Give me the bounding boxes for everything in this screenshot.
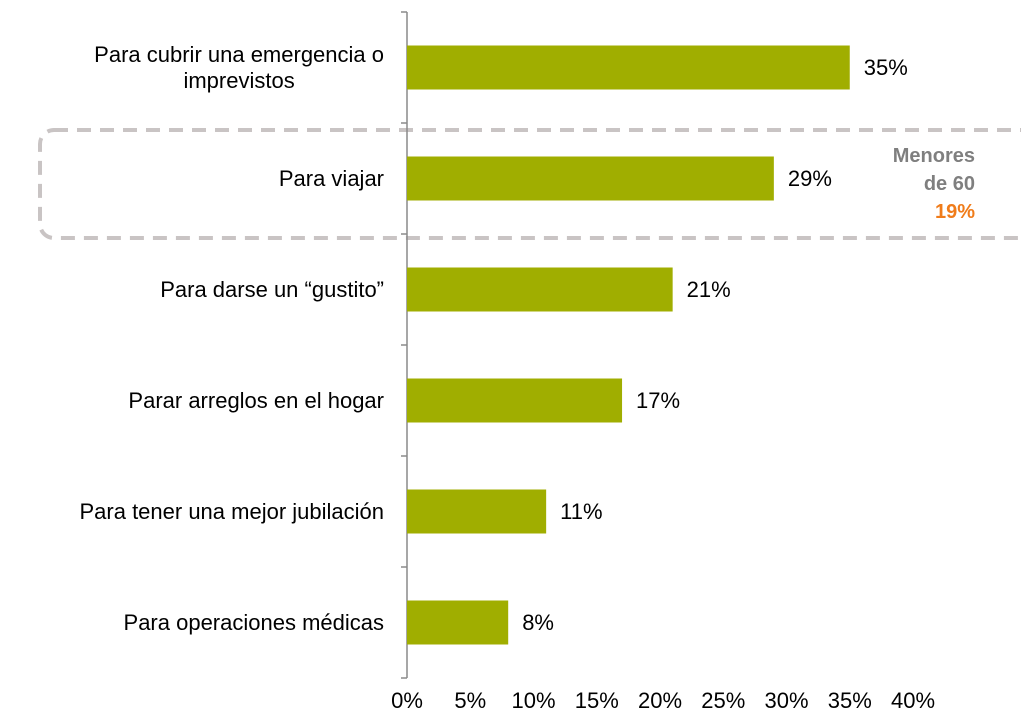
value-label: 21% — [686, 276, 731, 302]
x-tick-label: 30% — [764, 688, 809, 713]
highlight-box — [38, 128, 1021, 240]
value-label: 8% — [522, 609, 554, 635]
annotation: Menores de 60 19% — [875, 142, 975, 226]
category-label: Para operaciones médicas — [123, 609, 384, 635]
value-label: 35% — [863, 54, 908, 80]
value-label: 11% — [560, 498, 603, 524]
x-tick-label: 20% — [637, 688, 683, 713]
annotation-highlight: 19% — [934, 201, 975, 223]
x-tick-label: 0% — [391, 688, 423, 713]
category-label: Para darse un “gustito” — [160, 276, 384, 302]
category-label: Para viajar — [278, 165, 384, 191]
x-tick-label: 35% — [827, 688, 872, 713]
bar — [407, 378, 623, 423]
value-label: 29% — [787, 165, 832, 191]
annotation-text: Menores de 60 — [892, 145, 975, 195]
bar — [407, 489, 547, 534]
bar — [407, 600, 509, 645]
x-tick-label: 5% — [454, 688, 487, 713]
x-tick-label: 10% — [511, 688, 556, 713]
x-tick-label: 25% — [701, 688, 746, 713]
category-label: Parar arreglos en el hogar — [128, 387, 384, 413]
bar — [407, 267, 673, 312]
bar — [407, 156, 774, 201]
x-tick-label: 40% — [890, 688, 936, 713]
bar — [407, 45, 850, 90]
category-label: Para cubrir una emergencia o imprevistos — [94, 41, 384, 93]
value-label: 17% — [636, 387, 681, 413]
x-tick-label: 15% — [574, 688, 619, 713]
category-label: Para tener una mejor jubilación — [79, 498, 384, 524]
